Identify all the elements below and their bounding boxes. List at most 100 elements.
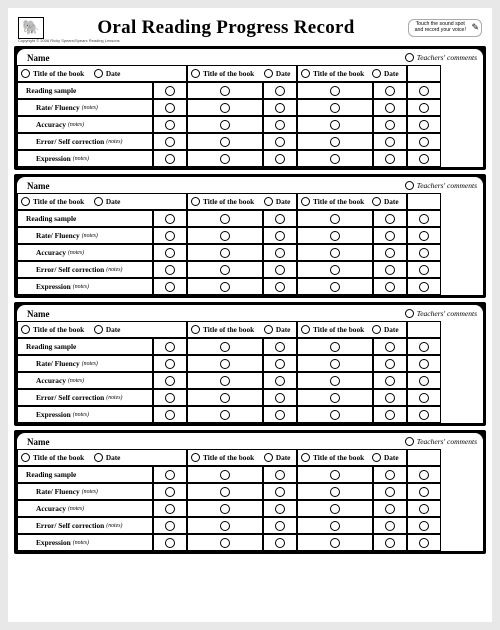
record-cell[interactable] [263,372,297,389]
record-circle-icon[interactable] [275,359,285,369]
record-circle-icon[interactable] [405,181,414,190]
record-circle-icon[interactable] [385,154,395,164]
record-circle-icon[interactable] [275,538,285,548]
record-circle-icon[interactable] [301,69,310,78]
record-circle-icon[interactable] [405,53,414,62]
record-circle-icon[interactable] [220,487,230,497]
record-cell[interactable] [407,210,441,227]
record-cell[interactable] [297,133,373,150]
record-cell[interactable] [297,150,373,167]
record-cell[interactable] [153,210,187,227]
record-circle-icon[interactable] [165,538,175,548]
record-circle-icon[interactable] [301,453,310,462]
record-cell[interactable] [407,338,441,355]
record-circle-icon[interactable] [275,470,285,480]
record-circle-icon[interactable] [220,103,230,113]
record-circle-icon[interactable] [419,265,429,275]
record-circle-icon[interactable] [419,521,429,531]
record-cell[interactable] [373,534,407,551]
record-circle-icon[interactable] [220,120,230,130]
record-cell[interactable] [153,244,187,261]
record-circle-icon[interactable] [220,393,230,403]
record-circle-icon[interactable] [330,521,340,531]
record-circle-icon[interactable] [419,103,429,113]
record-cell[interactable] [263,517,297,534]
record-circle-icon[interactable] [330,393,340,403]
record-circle-icon[interactable] [275,86,285,96]
record-cell[interactable] [263,500,297,517]
record-circle-icon[interactable] [220,214,230,224]
record-circle-icon[interactable] [405,437,414,446]
record-circle-icon[interactable] [330,231,340,241]
record-circle-icon[interactable] [419,86,429,96]
record-circle-icon[interactable] [220,410,230,420]
record-circle-icon[interactable] [264,197,273,206]
record-circle-icon[interactable] [405,309,414,318]
record-cell[interactable] [153,338,187,355]
record-cell[interactable] [297,261,373,278]
record-cell[interactable] [407,406,441,423]
record-cell[interactable] [297,116,373,133]
record-circle-icon[interactable] [385,393,395,403]
record-cell[interactable] [373,389,407,406]
record-cell[interactable] [263,261,297,278]
record-circle-icon[interactable] [264,453,273,462]
record-cell[interactable] [407,99,441,116]
record-circle-icon[interactable] [385,538,395,548]
record-cell[interactable] [153,150,187,167]
record-circle-icon[interactable] [385,487,395,497]
record-circle-icon[interactable] [275,487,285,497]
record-circle-icon[interactable] [191,69,200,78]
record-cell[interactable] [187,483,263,500]
record-circle-icon[interactable] [94,197,103,206]
record-cell[interactable] [187,244,263,261]
record-cell[interactable] [297,534,373,551]
record-circle-icon[interactable] [94,69,103,78]
record-cell[interactable] [373,406,407,423]
record-circle-icon[interactable] [275,282,285,292]
record-circle-icon[interactable] [419,376,429,386]
record-circle-icon[interactable] [165,265,175,275]
record-circle-icon[interactable] [419,231,429,241]
record-circle-icon[interactable] [165,521,175,531]
record-circle-icon[interactable] [419,154,429,164]
record-cell[interactable] [187,372,263,389]
record-circle-icon[interactable] [165,214,175,224]
record-cell[interactable] [297,244,373,261]
record-circle-icon[interactable] [385,231,395,241]
record-circle-icon[interactable] [275,342,285,352]
record-cell[interactable] [297,227,373,244]
record-cell[interactable] [373,261,407,278]
record-circle-icon[interactable] [191,197,200,206]
record-circle-icon[interactable] [275,410,285,420]
record-cell[interactable] [263,534,297,551]
record-cell[interactable] [153,517,187,534]
record-cell[interactable] [153,133,187,150]
record-circle-icon[interactable] [330,265,340,275]
record-circle-icon[interactable] [220,282,230,292]
record-circle-icon[interactable] [165,120,175,130]
record-cell[interactable] [297,372,373,389]
record-circle-icon[interactable] [330,282,340,292]
record-circle-icon[interactable] [419,282,429,292]
record-circle-icon[interactable] [385,120,395,130]
record-cell[interactable] [187,261,263,278]
record-circle-icon[interactable] [330,470,340,480]
record-cell[interactable] [407,466,441,483]
record-circle-icon[interactable] [275,376,285,386]
record-cell[interactable] [297,500,373,517]
record-circle-icon[interactable] [385,103,395,113]
record-cell[interactable] [297,278,373,295]
record-circle-icon[interactable] [385,521,395,531]
record-cell[interactable] [373,99,407,116]
record-cell[interactable] [153,500,187,517]
record-circle-icon[interactable] [275,521,285,531]
record-cell[interactable] [153,389,187,406]
record-cell[interactable] [263,133,297,150]
record-cell[interactable] [263,82,297,99]
record-cell[interactable] [153,82,187,99]
record-circle-icon[interactable] [165,154,175,164]
record-circle-icon[interactable] [220,342,230,352]
record-cell[interactable] [263,227,297,244]
record-circle-icon[interactable] [275,248,285,258]
